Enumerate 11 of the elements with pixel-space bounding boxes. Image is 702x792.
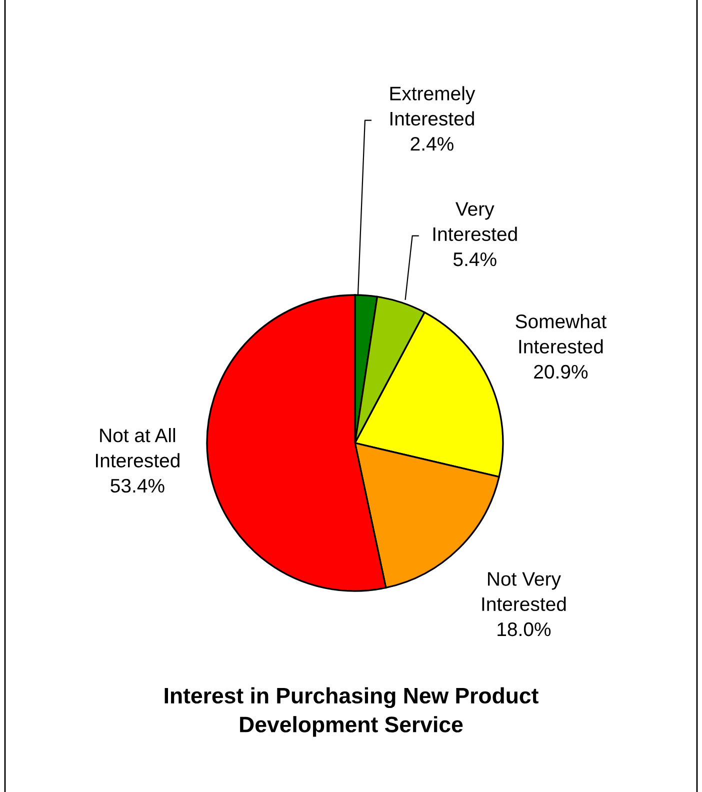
slice-label: Very Interested	[433, 202, 517, 242]
slice-label: Not Very Interested	[482, 572, 566, 612]
slice-label: Somewhat Interested	[516, 314, 607, 354]
data-label: 20.9%	[534, 364, 588, 379]
slice-label: Extremely Interested	[390, 86, 476, 126]
data-label: 2.4%	[410, 136, 454, 151]
data-label: 18.0%	[498, 622, 551, 636]
text: Interest in Purchasing New Product Development Service	[164, 687, 538, 737]
data-label: 53.4%	[110, 478, 164, 493]
data-label: 5.4%	[454, 252, 496, 266]
slice-label: Not at All Interested	[96, 428, 180, 468]
